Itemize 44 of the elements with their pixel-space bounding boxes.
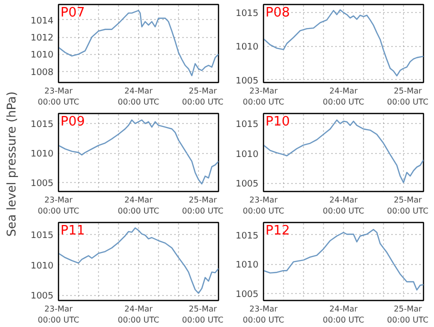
y-tick-label: 1010: [236, 260, 259, 271]
x-tick-label: 23-Mar 00:00 UTC: [242, 86, 285, 106]
y-tick-label: 1005: [30, 292, 54, 302]
y-tick-label: 1015: [236, 9, 258, 20]
x-tick-label: 23-Mar 00:00 UTC: [38, 196, 80, 216]
x-tick-label: 25-Mar 00:00 UTC: [387, 86, 429, 106]
chart-title: P07: [60, 6, 85, 20]
chart-title: P11: [60, 224, 85, 238]
y-tick-label: 1005: [236, 290, 258, 300]
chart-title: P12: [266, 224, 290, 238]
x-tick-label: 23-Mar 00:00 UTC: [38, 86, 80, 106]
x-tick-label: 24-Mar 00:00 UTC: [118, 196, 160, 216]
chart-title: P08: [266, 6, 290, 20]
chart-title: P10: [266, 114, 290, 130]
y-tick-label: 1010: [236, 42, 259, 53]
x-tick-label: 23-Mar 00:00 UTC: [242, 196, 285, 216]
y-tick-label: 1014: [30, 16, 54, 26]
y-tick-label: 1005: [236, 180, 258, 190]
y-tick-label: 1015: [236, 120, 258, 130]
x-tick-label: 24-Mar 00:00 UTC: [322, 86, 365, 106]
x-tick-label: 24-Mar 00:00 UTC: [118, 86, 160, 106]
x-tick-label: 25-Mar 00:00 UTC: [182, 86, 224, 106]
x-tick-label: 23-Mar 00:00 UTC: [242, 304, 285, 324]
y-tick-label: 1015: [30, 231, 54, 242]
chart-title: P09: [60, 114, 85, 130]
y-tick-label: 1005: [236, 76, 258, 86]
y-axis-title: Sea level pressure (hPa): [4, 91, 18, 237]
y-tick-label: 1010: [30, 50, 54, 61]
x-tick-label: 25-Mar 00:00 UTC: [387, 196, 429, 216]
y-tick-label: 1010: [236, 150, 259, 160]
x-tick-label: 25-Mar 00:00 UTC: [387, 304, 429, 324]
x-tick-label: 24-Mar 00:00 UTC: [118, 304, 160, 324]
y-tick-label: 1015: [236, 231, 258, 242]
y-tick-label: 1010: [30, 150, 54, 160]
y-tick-label: 1010: [30, 261, 54, 272]
x-tick-label: 23-Mar 00:00 UTC: [38, 304, 80, 324]
y-tick-label: 1008: [30, 68, 54, 78]
x-tick-label: 24-Mar 00:00 UTC: [322, 304, 365, 324]
y-tick-label: 1005: [30, 179, 54, 190]
y-tick-label: 1015: [30, 120, 54, 130]
x-tick-label: 25-Mar 00:00 UTC: [182, 304, 224, 324]
y-tick-label: 1012: [30, 34, 54, 44]
x-tick-label: 24-Mar 00:00 UTC: [322, 196, 365, 216]
x-tick-label: 25-Mar 00:00 UTC: [182, 196, 224, 216]
